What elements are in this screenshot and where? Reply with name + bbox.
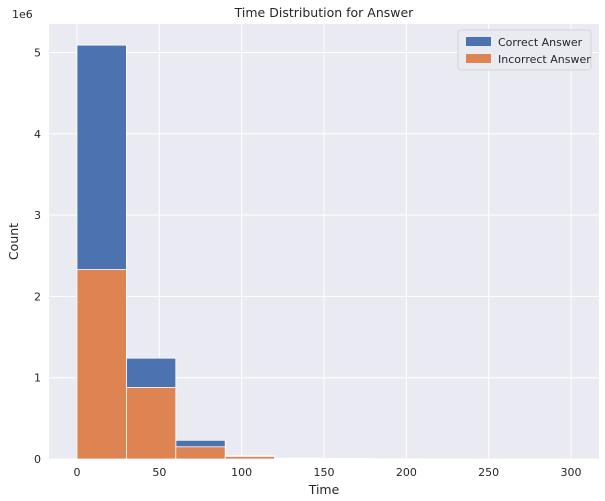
- x-tick-label: 50: [152, 466, 166, 479]
- legend-swatch: [466, 37, 491, 46]
- legend-label: Incorrect Answer: [498, 53, 591, 66]
- x-tick-label: 300: [561, 466, 582, 479]
- incorrect-answer-bar: [274, 457, 325, 460]
- y-axis-label: Count: [6, 223, 21, 260]
- x-tick-label: 0: [73, 466, 80, 479]
- tick-labels: 0 50 100 150 200 250 300 0 1 2 3 4 5: [34, 46, 582, 479]
- y-tick-label: 3: [34, 209, 41, 222]
- legend-swatch: [466, 54, 491, 63]
- x-tick-label: 150: [314, 466, 335, 479]
- legend: Correct Answer Incorrect Answer: [457, 29, 592, 71]
- y-tick-label: 1: [34, 372, 41, 385]
- x-tick-label: 250: [478, 466, 499, 479]
- x-tick-label: 100: [231, 466, 252, 479]
- y-tick-label: 0: [34, 453, 41, 466]
- y-tick-label: 4: [34, 128, 41, 141]
- chart-title: Time Distribution for Answer: [234, 5, 415, 20]
- incorrect-answer-bar: [224, 456, 275, 460]
- y-scale-label: 1e6: [12, 8, 33, 21]
- incorrect-answer-bar: [125, 387, 177, 460]
- incorrect-answer-bar: [175, 446, 226, 460]
- legend-label: Correct Answer: [498, 36, 583, 49]
- y-tick-label: 2: [34, 290, 41, 303]
- bars: [76, 44, 572, 460]
- incorrect-answer-bar: [76, 269, 127, 460]
- y-tick-label: 5: [34, 46, 41, 59]
- x-axis-label: Time: [308, 482, 340, 497]
- legend-box: [457, 29, 592, 71]
- x-tick-label: 200: [396, 466, 417, 479]
